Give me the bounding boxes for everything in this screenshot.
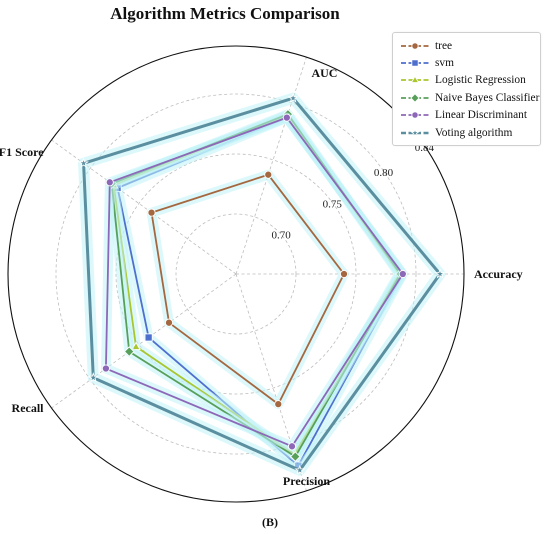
legend-swatch (401, 111, 429, 119)
data-point (105, 178, 114, 187)
grid-spoke (51, 273, 237, 409)
legend-item-logistic-regression: Logistic Regression (399, 72, 536, 89)
legend-label: Logistic Regression (435, 74, 526, 87)
legend-swatch (401, 93, 429, 103)
legend-item-tree: tree (399, 37, 536, 54)
legend-label: Linear Discriminant (435, 109, 528, 122)
data-point (147, 208, 156, 217)
legend-marker (410, 93, 420, 103)
legend-marker (411, 59, 419, 67)
data-point (131, 341, 141, 350)
legend-marker (411, 42, 419, 50)
tick-label: 0.70 (272, 230, 292, 242)
axis-label-accuracy: Accuracy (474, 267, 523, 281)
legend-item-voting-algorithm: Voting algorithm (399, 124, 536, 141)
data-point (434, 268, 446, 279)
series-linear-discriminant (101, 112, 408, 452)
legend-swatch (401, 75, 429, 84)
data-point (123, 346, 135, 357)
series-line (82, 96, 442, 472)
tick-label: 0.80 (374, 167, 394, 179)
axis-label-f1-score: F1 Score (0, 145, 44, 159)
legend-swatch (401, 42, 429, 50)
grid-circle (175, 213, 297, 335)
data-point (78, 157, 89, 168)
series-tree (146, 169, 349, 410)
tick-label: 0.75 (323, 198, 343, 210)
data-point (164, 318, 174, 327)
data-point (294, 464, 306, 475)
grid-circle (55, 93, 417, 455)
series-line (150, 173, 345, 406)
axis-label-auc: AUC (311, 66, 337, 80)
legend-label: Voting algorithm (435, 126, 513, 139)
data-point (287, 442, 297, 451)
legend-item-naive-bayes-classifier: Naive Bayes Classifier (399, 89, 540, 106)
axis-label-precision: Precision (283, 474, 330, 488)
legend-marker (411, 111, 419, 119)
legend-label: svm (435, 57, 454, 70)
data-point (274, 400, 283, 409)
data-point (282, 113, 291, 122)
legend-label: tree (435, 39, 453, 52)
data-point (398, 269, 407, 279)
grid-circle (115, 153, 357, 395)
data-point (339, 269, 349, 279)
data-point (101, 364, 110, 373)
axis-label-recall: Recall (12, 401, 45, 415)
data-point (87, 372, 99, 383)
legend-item-svm: svm (399, 54, 536, 71)
legend-label: Naive Bayes Classifier (435, 91, 540, 104)
chart-title: Algorithm Metrics Comparison (110, 4, 340, 23)
data-point (144, 333, 153, 342)
legend: tree svm Logistic Regression Naive Bayes Cl… (392, 32, 541, 146)
outer-ring (7, 45, 465, 503)
data-point (264, 170, 273, 179)
data-point (290, 451, 301, 462)
legend-marker (410, 75, 420, 84)
panel-label: (B) (262, 515, 278, 529)
data-point (287, 92, 299, 103)
legend-marker (410, 127, 420, 137)
legend-swatch (401, 127, 429, 137)
legend-item-linear-discriminant: Linear Discriminant (399, 107, 536, 124)
series-line (105, 116, 404, 448)
series-voting-algorithm (78, 92, 446, 476)
legend-swatch (401, 59, 429, 67)
